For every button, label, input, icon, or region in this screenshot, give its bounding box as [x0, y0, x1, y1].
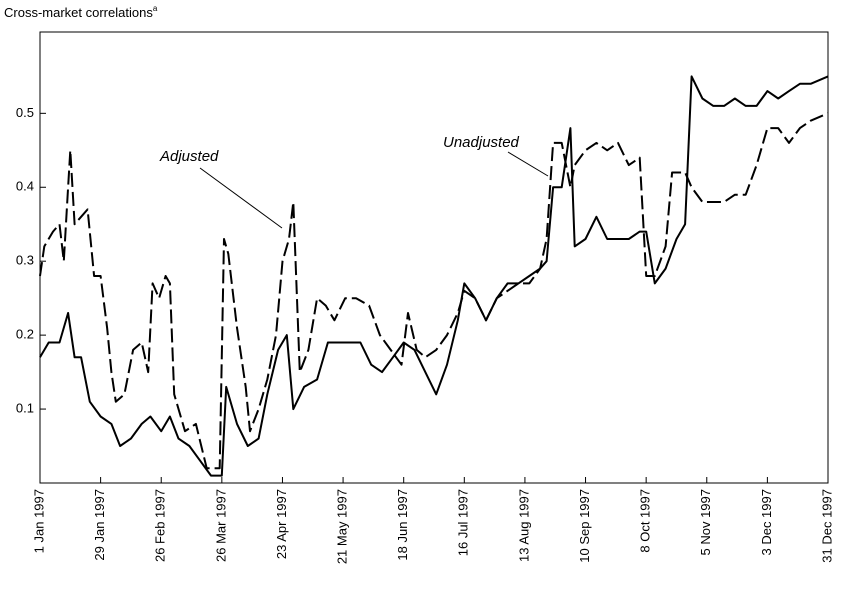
y-tick-label: 0.3 [16, 253, 34, 268]
series-line [39, 112, 829, 470]
series-line [39, 75, 829, 477]
leader-line [507, 151, 549, 177]
series-label: Unadjusted [443, 134, 520, 151]
x-tick-label: 13 Aug 1997 [516, 489, 531, 562]
x-tick-label: 31 Dec 1997 [819, 489, 834, 563]
x-tick-label: 10 Sep 1997 [577, 489, 592, 563]
x-tick-label: 23 Apr 1997 [274, 489, 289, 559]
x-tick-label: 8 Oct 1997 [638, 489, 653, 553]
y-tick-label: 0.5 [16, 105, 34, 120]
x-tick-label: 3 Dec 1997 [759, 489, 774, 556]
leader-line [199, 167, 283, 229]
y-tick-label: 0.1 [16, 401, 34, 416]
series-label: Adjusted [159, 148, 219, 165]
x-tick-label: 16 Jul 1997 [456, 489, 471, 556]
chart-title: Cross-market correlationsa [4, 4, 158, 20]
y-tick-label: 0.4 [16, 179, 34, 194]
x-tick-label: 29 Jan 1997 [92, 489, 107, 561]
title-superscript: a [153, 4, 158, 13]
plot-frame [39, 31, 829, 484]
x-tick-label: 26 Mar 1997 [213, 489, 228, 562]
x-tick-label: 1 Jan 1997 [31, 489, 46, 553]
y-tick-label: 0.2 [16, 327, 34, 342]
x-tick-label: 26 Feb 1997 [153, 489, 168, 562]
x-tick-label: 18 Jun 1997 [395, 489, 410, 561]
x-tick-label: 21 May 1997 [335, 489, 350, 564]
title-text: Cross-market correlations [4, 5, 153, 20]
x-tick-label: 5 Nov 1997 [698, 489, 713, 556]
